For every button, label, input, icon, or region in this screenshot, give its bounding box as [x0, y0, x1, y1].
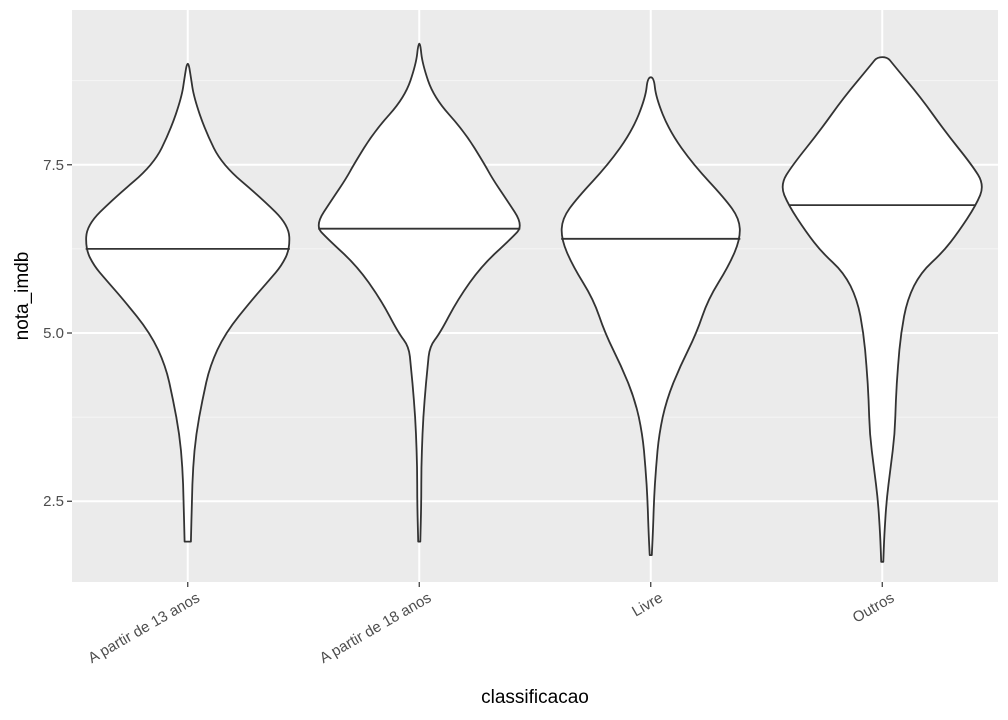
y-tick-label: 5.0 — [43, 325, 64, 342]
y-tick-label: 2.5 — [43, 493, 64, 510]
x-tick-label: Outros — [850, 589, 897, 626]
y-tick-label: 7.5 — [43, 157, 64, 174]
x-tick-label: A partir de 18 anos — [317, 589, 435, 667]
x-tick-label: A partir de 13 anos — [85, 589, 203, 667]
y-axis-title: nota_imdb — [12, 252, 33, 341]
x-axis: A partir de 13 anos A partir de 18 anos Li… — [85, 582, 897, 667]
violins — [85, 42, 983, 563]
x-axis-title: classificacao — [481, 687, 589, 708]
violin-shape — [781, 56, 983, 563]
violin-shape — [560, 76, 741, 556]
violin-shape — [317, 42, 521, 543]
x-tick-label: Livre — [629, 589, 666, 620]
y-axis: 2.5 5.0 7.5 — [43, 157, 72, 510]
violin-shape — [85, 62, 291, 543]
